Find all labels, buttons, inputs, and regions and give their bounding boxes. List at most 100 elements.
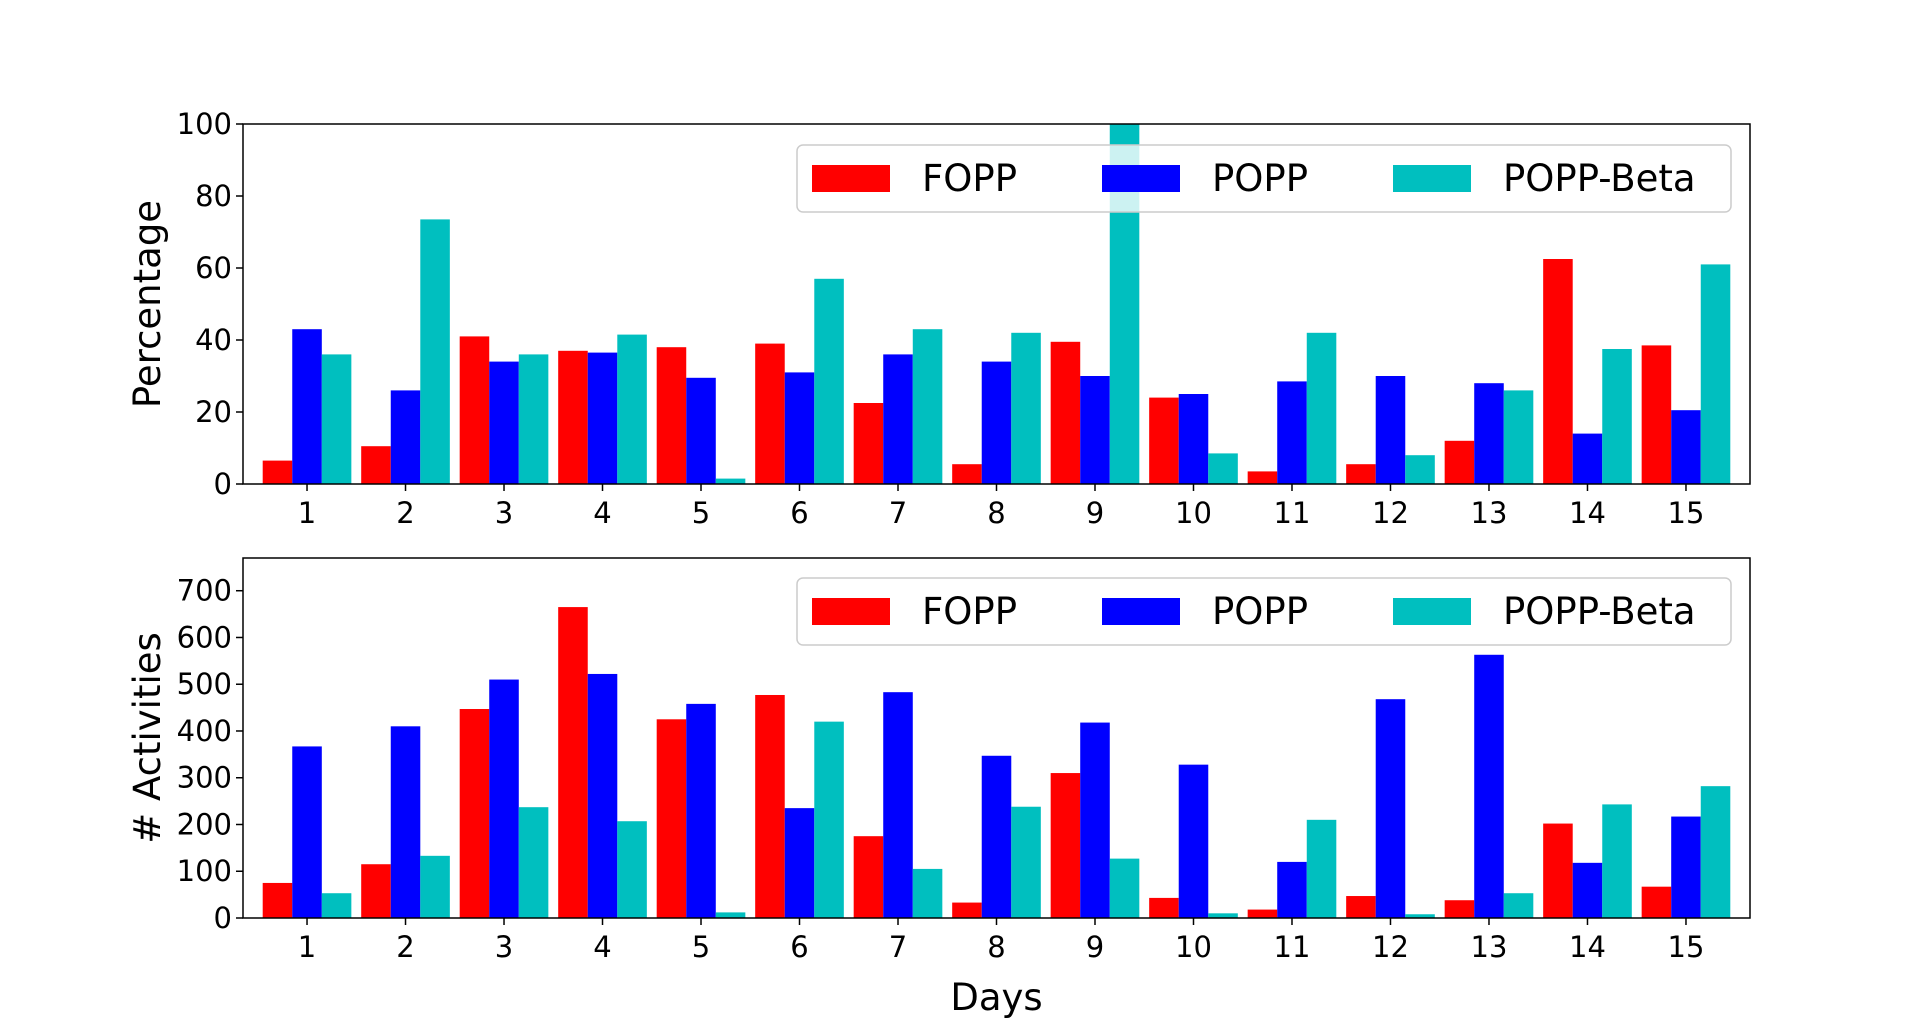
bar-popp-beta-day-10: [1208, 453, 1238, 484]
bar-fopp-day-8: [952, 902, 982, 918]
bar-popp-beta-day-3: [518, 807, 549, 918]
x-tick-label: 1: [298, 930, 316, 964]
bar-popp-beta-day-2: [420, 855, 450, 918]
x-tick-label: 8: [987, 496, 1005, 530]
x-tick-label: 4: [593, 496, 611, 530]
bar-popp-day-7: [883, 692, 913, 918]
x-tick-label: 14: [1569, 930, 1606, 964]
legend-swatch-fopp: [812, 598, 890, 625]
chart-panel-2: 1 2 3 4 5 6 7 8 9 10 11 12 13 14 150100200300400500600…: [126, 557, 1751, 1019]
bar-popp-day-13: [1474, 654, 1504, 918]
legend-box: [796, 577, 1732, 646]
y-tick-label: 600: [177, 620, 232, 654]
y-tick-label: 60: [195, 251, 232, 285]
legend-swatch-fopp: [812, 165, 890, 192]
bar-popp-day-4: [587, 673, 618, 918]
bar-popp-beta-day-8: [1011, 332, 1041, 484]
bar-popp-beta-day-2: [420, 219, 450, 484]
bar-popp-day-5: [686, 703, 716, 918]
bar-fopp-day-12: [1346, 896, 1376, 918]
x-tick-label: 11: [1274, 930, 1311, 964]
bar-popp-day-15: [1671, 816, 1701, 918]
bar-popp-beta-day-12: [1405, 455, 1435, 484]
bar-popp-beta-day-14: [1602, 804, 1632, 918]
x-tick-label: 12: [1372, 496, 1409, 530]
bar-popp-day-10: [1178, 394, 1209, 484]
bar-fopp-day-7: [853, 836, 884, 918]
legend-label-fopp: FOPP: [922, 590, 1017, 633]
x-tick-label: 1: [298, 496, 316, 530]
y-tick-label: 100: [177, 854, 232, 888]
bar-fopp-day-13: [1444, 440, 1475, 484]
bar-popp-day-9: [1080, 376, 1110, 484]
x-tick-label: 6: [790, 930, 808, 964]
bar-popp-day-11: [1277, 861, 1307, 918]
bar-popp-beta-day-13: [1503, 893, 1534, 918]
legend-swatch-popp-beta: [1393, 165, 1471, 192]
bar-fopp-day-4: [558, 350, 588, 484]
legend-swatch-popp: [1102, 165, 1180, 192]
y-tick-label: 100: [177, 107, 232, 141]
x-tick-label: 15: [1668, 930, 1705, 964]
bar-popp-day-4: [587, 352, 618, 484]
bar-popp-day-2: [390, 726, 421, 918]
bar-fopp-day-15: [1641, 345, 1672, 484]
x-tick-label: 10: [1175, 930, 1212, 964]
y-tick-label: 80: [195, 179, 232, 213]
bar-fopp-day-11: [1247, 909, 1278, 918]
bar-fopp-day-8: [952, 464, 982, 484]
legend-swatch-popp-beta: [1393, 598, 1471, 625]
x-tick-label: 3: [495, 930, 513, 964]
bar-popp-day-14: [1572, 433, 1603, 484]
bar-popp-day-13: [1474, 383, 1504, 484]
legend-label-popp-beta: POPP-Beta: [1503, 590, 1696, 633]
x-tick-label: 5: [692, 930, 710, 964]
bar-fopp-day-7: [853, 403, 884, 484]
bar-fopp-day-2: [361, 864, 391, 918]
bar-popp-beta-day-5: [715, 478, 746, 484]
bar-popp-day-9: [1080, 722, 1110, 918]
x-tick-label: 8: [987, 930, 1005, 964]
bar-popp-beta-day-14: [1602, 349, 1632, 484]
x-tick-label: 10: [1175, 496, 1212, 530]
legend-label-popp: POPP: [1212, 157, 1308, 200]
bar-fopp-day-5: [656, 719, 687, 918]
bar-fopp-day-9: [1050, 773, 1081, 918]
x-tick-label: 9: [1086, 930, 1104, 964]
bar-popp-beta-day-4: [617, 334, 647, 484]
bar-fopp-day-1: [262, 460, 293, 484]
bar-popp-beta-day-1: [321, 893, 352, 918]
y-tick-label: 700: [177, 574, 232, 608]
bar-popp-beta-day-1: [321, 354, 352, 484]
y-tick-label: 20: [195, 395, 232, 429]
x-tick-label: 11: [1274, 496, 1311, 530]
bar-fopp-day-4: [558, 607, 588, 918]
bar-popp-day-5: [686, 377, 716, 484]
y-tick-label: 0: [214, 901, 232, 935]
bar-popp-beta-day-5: [715, 912, 746, 918]
bar-popp-day-12: [1375, 699, 1406, 918]
bar-popp-beta-day-12: [1405, 914, 1435, 918]
bar-popp-beta-day-11: [1306, 332, 1337, 484]
bar-popp-beta-day-9: [1109, 858, 1140, 918]
bar-popp-beta-day-7: [912, 329, 943, 484]
bar-fopp-day-10: [1149, 397, 1179, 484]
bar-fopp-day-10: [1149, 897, 1179, 918]
bar-popp-beta-day-8: [1011, 806, 1041, 918]
bar-popp-day-6: [784, 372, 815, 484]
x-tick-label: 13: [1471, 930, 1508, 964]
legend-label-popp: POPP: [1212, 590, 1308, 633]
bar-fopp-day-9: [1050, 341, 1081, 484]
bar-popp-day-1: [292, 329, 322, 484]
x-tick-label: 12: [1372, 930, 1409, 964]
legend-label-popp-beta: POPP-Beta: [1503, 157, 1696, 200]
bar-popp-beta-day-13: [1503, 390, 1534, 484]
bar-popp-day-7: [883, 354, 913, 484]
bar-popp-beta-day-15: [1700, 786, 1731, 918]
legend-swatch-popp: [1102, 598, 1180, 625]
y-axis-title: # Activities: [126, 632, 169, 844]
x-tick-label: 9: [1086, 496, 1104, 530]
bar-fopp-day-3: [459, 709, 490, 918]
